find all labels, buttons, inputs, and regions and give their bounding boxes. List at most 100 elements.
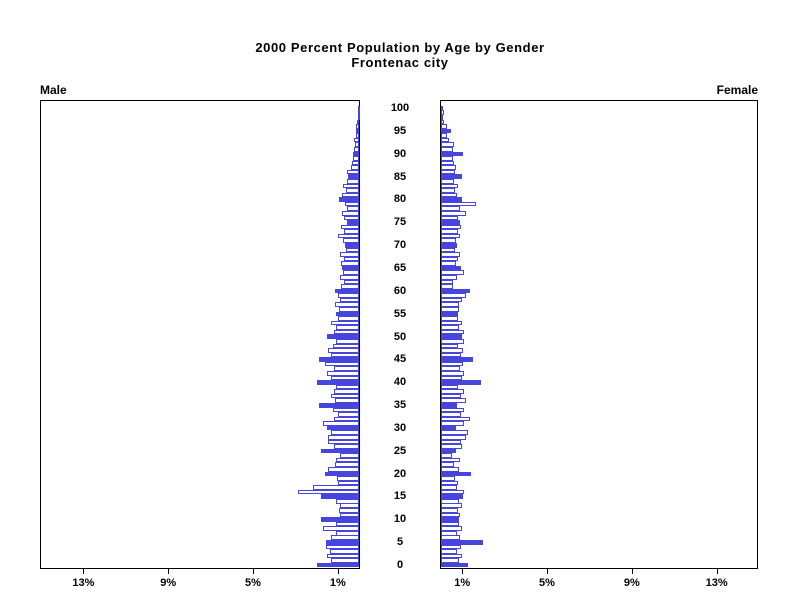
male-axis-13pct-label: 13% — [72, 577, 95, 589]
female-bar-age-33 — [441, 412, 462, 417]
female-bar-age-60 — [441, 288, 470, 294]
female-bar-age-69 — [441, 247, 455, 253]
male-bar-age-50 — [327, 334, 359, 339]
female-bar-age-99 — [441, 110, 444, 116]
age-axis-label-55: 55 — [393, 307, 407, 320]
female-bar-age-72 — [441, 233, 461, 239]
male-bar-age-64 — [343, 270, 359, 275]
male-bar-age-84 — [347, 179, 359, 184]
male-bar-age-18 — [337, 480, 359, 486]
male-panel — [40, 100, 360, 569]
age-axis-label-50: 50 — [393, 330, 407, 343]
male-bar-age-59 — [337, 293, 359, 298]
male-bar-age-63 — [339, 274, 359, 280]
female-bar-age-7 — [441, 530, 457, 536]
female-bar-age-70 — [441, 243, 457, 248]
female-bar-age-93 — [441, 137, 450, 143]
male-bar-age-87 — [350, 165, 359, 170]
female-bar-age-42 — [441, 370, 465, 376]
male-bar-age-26 — [333, 444, 359, 449]
male-axis-1pct-label: 1% — [329, 577, 346, 589]
female-bar-age-14 — [441, 498, 460, 504]
male-bar-age-47 — [328, 348, 359, 353]
male-bar-age-29 — [331, 430, 359, 435]
male-bar-age-34 — [332, 407, 359, 413]
female-axis-1pct-tick — [462, 569, 464, 574]
female-bar-age-37 — [441, 393, 462, 399]
male-bar-age-96 — [355, 124, 359, 129]
female-axis-5pct-label: 5% — [539, 577, 555, 589]
male-bar-age-40 — [316, 380, 359, 385]
male-bar-age-66 — [340, 261, 359, 266]
male-bar-age-71 — [343, 238, 359, 244]
male-bar-age-73 — [344, 229, 359, 234]
male-bar-age-51 — [333, 329, 359, 335]
age-axis-label-20: 20 — [393, 467, 407, 480]
male-bar-age-90 — [352, 151, 359, 157]
female-bar-age-96 — [441, 124, 448, 129]
age-axis-label-85: 85 — [393, 170, 407, 183]
male-bar-age-81 — [342, 192, 359, 198]
age-axis-label-90: 90 — [393, 147, 407, 160]
female-bar-age-24 — [441, 453, 452, 458]
female-axis-13pct-label: 13% — [705, 577, 728, 589]
male-bar-age-83 — [343, 183, 359, 189]
male-bar-age-79 — [345, 201, 359, 207]
male-axis-9pct-tick — [168, 569, 170, 574]
male-bar-age-28 — [328, 434, 359, 440]
male-bar-age-22 — [334, 462, 359, 467]
female-bar-age-62 — [441, 279, 453, 285]
female-bar-age-36 — [441, 398, 467, 403]
female-bar-age-53 — [441, 320, 463, 326]
male-bar-age-15 — [320, 494, 359, 499]
male-bar-age-97 — [357, 119, 360, 125]
female-bar-age-54 — [441, 316, 458, 321]
male-bar-age-24 — [339, 453, 359, 458]
male-bar-age-89 — [352, 156, 359, 161]
male-bar-age-82 — [346, 188, 359, 193]
male-bar-age-23 — [335, 457, 359, 463]
male-bar-age-48 — [332, 343, 359, 349]
female-bar-age-30 — [441, 425, 456, 431]
male-bar-age-53 — [331, 320, 359, 326]
female-bar-age-77 — [441, 211, 467, 216]
female-bar-age-91 — [441, 147, 453, 152]
male-bar-age-70 — [345, 243, 359, 248]
male-bar-age-98 — [357, 115, 360, 120]
female-bar-age-39 — [441, 384, 458, 390]
female-bar-age-55 — [441, 311, 458, 317]
male-bar-age-100 — [357, 105, 360, 111]
female-bar-age-15 — [441, 494, 464, 499]
age-axis-label-10: 10 — [393, 513, 407, 526]
male-bar-age-99 — [357, 110, 360, 116]
female-bar-age-35 — [441, 402, 457, 408]
male-bar-age-60 — [334, 288, 359, 294]
female-bar-age-58 — [441, 297, 463, 303]
female-axis-9pct-label: 9% — [623, 577, 640, 589]
female-bar-age-86 — [441, 169, 455, 175]
male-bar-age-35 — [318, 402, 359, 408]
female-axis-13pct-tick — [716, 569, 718, 574]
female-bar-age-100 — [441, 105, 443, 111]
chart-title-line2: Frontenac city — [351, 55, 449, 70]
male-bar-age-4 — [326, 544, 359, 550]
male-bar-age-77 — [342, 211, 359, 216]
male-axis-13pct-tick — [83, 569, 85, 574]
age-axis-label-70: 70 — [393, 239, 407, 252]
age-axis-label-35: 35 — [393, 399, 407, 412]
male-bar-age-92 — [354, 142, 359, 148]
female-axis-9pct-tick — [631, 569, 633, 574]
female-axis-1pct-label: 1% — [454, 577, 471, 589]
male-bar-age-25 — [320, 448, 359, 454]
female-bar-age-41 — [441, 375, 463, 381]
male-bar-age-12 — [338, 508, 359, 513]
male-bar-age-68 — [339, 252, 359, 257]
male-bar-age-5 — [326, 540, 359, 545]
male-bar-age-3 — [330, 549, 359, 554]
female-panel-label: Female — [716, 83, 758, 97]
female-bar-age-85 — [441, 174, 463, 180]
female-bar-age-65 — [441, 265, 462, 271]
female-bar-age-81 — [441, 192, 457, 198]
female-bar-age-43 — [441, 366, 461, 371]
female-bar-age-11 — [441, 512, 461, 518]
